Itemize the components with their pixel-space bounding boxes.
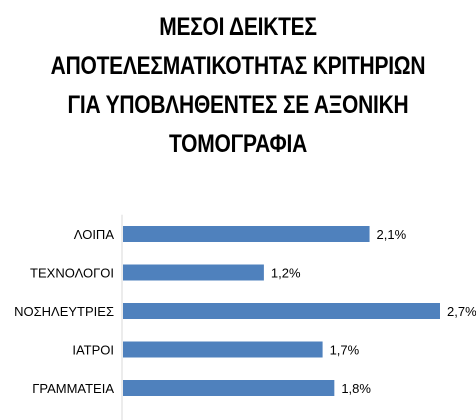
bar bbox=[123, 303, 440, 319]
bar-data-label: 1,2% bbox=[271, 266, 301, 281]
category-tick-label: ΓΡΑΜΜΑΤΕΙΑ bbox=[32, 381, 114, 396]
category-tick-label: ΛΟΙΠΑ bbox=[74, 227, 115, 242]
bar-data-label: 2,7% bbox=[447, 304, 476, 319]
chart-title-line-2: ΑΠΟΤΕΛΕΣΜΑΤΙΚΟΤΗΤΑΣ ΚΡΙΤΗΡΙΩΝ bbox=[50, 52, 426, 80]
chart-title-line-4: ΤΟΜΟΓΡΑΦΙΑ bbox=[168, 130, 307, 158]
category-tick-label: ΤΕΧΝΟΛΟΓΟΙ bbox=[30, 266, 114, 281]
bar-data-label: 1,7% bbox=[330, 343, 360, 358]
bar bbox=[123, 341, 323, 358]
chart-title-line-1: ΜΕΣΟΙ ΔΕΙΚΤΕΣ bbox=[159, 13, 317, 41]
bar-data-label: 1,8% bbox=[341, 381, 371, 396]
category-tick-label: ΙΑΤΡΟΙ bbox=[72, 343, 114, 358]
bar bbox=[123, 380, 335, 396]
bar bbox=[123, 264, 264, 281]
chart-title: ΜΕΣΟΙ ΔΕΙΚΤΕΣ ΑΠΟΤΕΛΕΣΜΑΤΙΚΟΤΗΤΑΣ ΚΡΙΤΗΡ… bbox=[0, 8, 476, 164]
bar-data-label: 2,1% bbox=[377, 227, 407, 242]
chart-title-line-3: ΓΙΑ ΥΠΟΒΛΗΘΕΝΤΕΣ ΣΕ ΑΞΟΝΙΚΗ bbox=[67, 91, 409, 119]
category-tick-label: ΝΟΣΗΛΕΥΤΡΙΕΣ bbox=[14, 304, 114, 319]
bar bbox=[123, 226, 370, 242]
